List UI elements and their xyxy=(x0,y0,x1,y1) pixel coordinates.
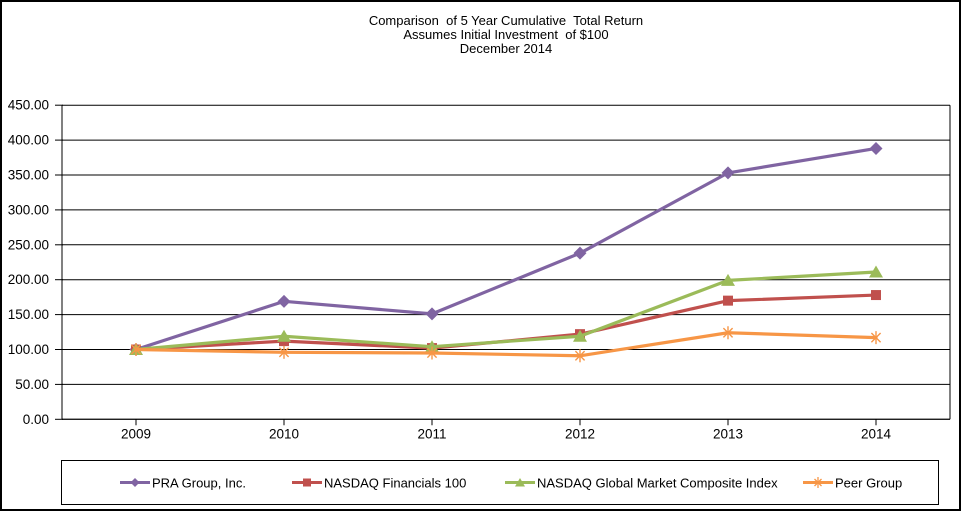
marker-nasdaq-global-market-composite-index xyxy=(869,265,883,278)
x-tick-label: 2010 xyxy=(269,426,299,441)
marker-peer-group xyxy=(574,350,586,361)
y-tick-label: 0.00 xyxy=(23,412,49,427)
marker-peer-group xyxy=(130,344,142,355)
series-line-pra-group-inc xyxy=(134,146,878,352)
y-tick-label: 100.00 xyxy=(8,342,49,357)
legend-label: PRA Group, Inc. xyxy=(152,475,246,490)
legend-glyph xyxy=(130,478,140,487)
marker-pra-group-inc xyxy=(869,141,883,155)
y-tick-label: 200.00 xyxy=(8,272,49,287)
marker-peer-group xyxy=(722,327,734,338)
y-tick-label: 400.00 xyxy=(8,133,49,148)
series-line-nasdaq-global-market-composite-index xyxy=(134,270,878,352)
legend-glyph xyxy=(814,478,822,487)
legend-glyph xyxy=(303,478,311,487)
marker-peer-group xyxy=(278,347,290,358)
x-tick-label: 2013 xyxy=(713,426,743,441)
y-tick-label: 250.00 xyxy=(8,237,49,252)
legend-item-peer-group: Peer Group xyxy=(803,475,902,490)
marker-nasdaq-global-market-composite-index xyxy=(721,273,735,286)
marker-nasdaq-global-market-composite-index xyxy=(573,329,587,342)
legend: PRA Group, Inc. NASDAQ Financials 100 NASD… xyxy=(61,460,939,505)
x-tick-label: 2012 xyxy=(565,426,595,441)
y-tick-label: 150.00 xyxy=(8,307,49,322)
chart-title-line2: Assumes Initial Investment of $100 xyxy=(403,27,609,42)
x-tick-label: 2009 xyxy=(121,426,151,441)
marker-pra-group-inc xyxy=(573,246,587,260)
marker-nasdaq-financials-100 xyxy=(871,290,881,301)
marker-pra-group-inc xyxy=(277,294,291,308)
legend-marker-square-icon xyxy=(292,478,322,487)
x-tick-label: 2011 xyxy=(417,426,446,441)
marker-pra-group-inc xyxy=(721,166,735,180)
marker-nasdaq-global-market-composite-index xyxy=(277,329,291,342)
series-line-peer-group xyxy=(134,331,878,358)
legend-marker-star-icon xyxy=(803,477,833,488)
x-tick-label: 2014 xyxy=(861,426,892,441)
chart-title: Comparison of 5 Year Cumulative Total Re… xyxy=(62,14,950,56)
legend-label: Peer Group xyxy=(835,475,903,490)
chart-title-line1: Comparison of 5 Year Cumulative Total Re… xyxy=(368,13,644,28)
legend-marker-triangle-icon xyxy=(505,478,535,487)
legend-item-nasdaq-financials-100: NASDAQ Financials 100 xyxy=(292,475,466,490)
legend-label: NASDAQ Global Market Composite Index xyxy=(537,475,778,490)
y-tick-label: 50.00 xyxy=(15,377,49,392)
y-tick-label: 300.00 xyxy=(8,202,49,217)
legend-label: NASDAQ Financials 100 xyxy=(324,475,467,490)
chart-title-line3: December 2014 xyxy=(459,41,553,56)
marker-nasdaq-financials-100 xyxy=(723,295,733,306)
y-tick-label: 450.00 xyxy=(8,98,49,113)
y-tick-label: 350.00 xyxy=(8,168,49,183)
legend-item-nasdaq-global-market-composite-index: NASDAQ Global Market Composite Index xyxy=(505,475,778,490)
marker-peer-group xyxy=(426,347,438,359)
legend-marker-diamond-icon xyxy=(120,478,150,487)
marker-peer-group xyxy=(870,332,882,343)
legend-item-pra-group-inc: PRA Group, Inc. xyxy=(120,475,246,490)
legend-glyph xyxy=(515,478,525,487)
marker-pra-group-inc xyxy=(425,307,439,321)
